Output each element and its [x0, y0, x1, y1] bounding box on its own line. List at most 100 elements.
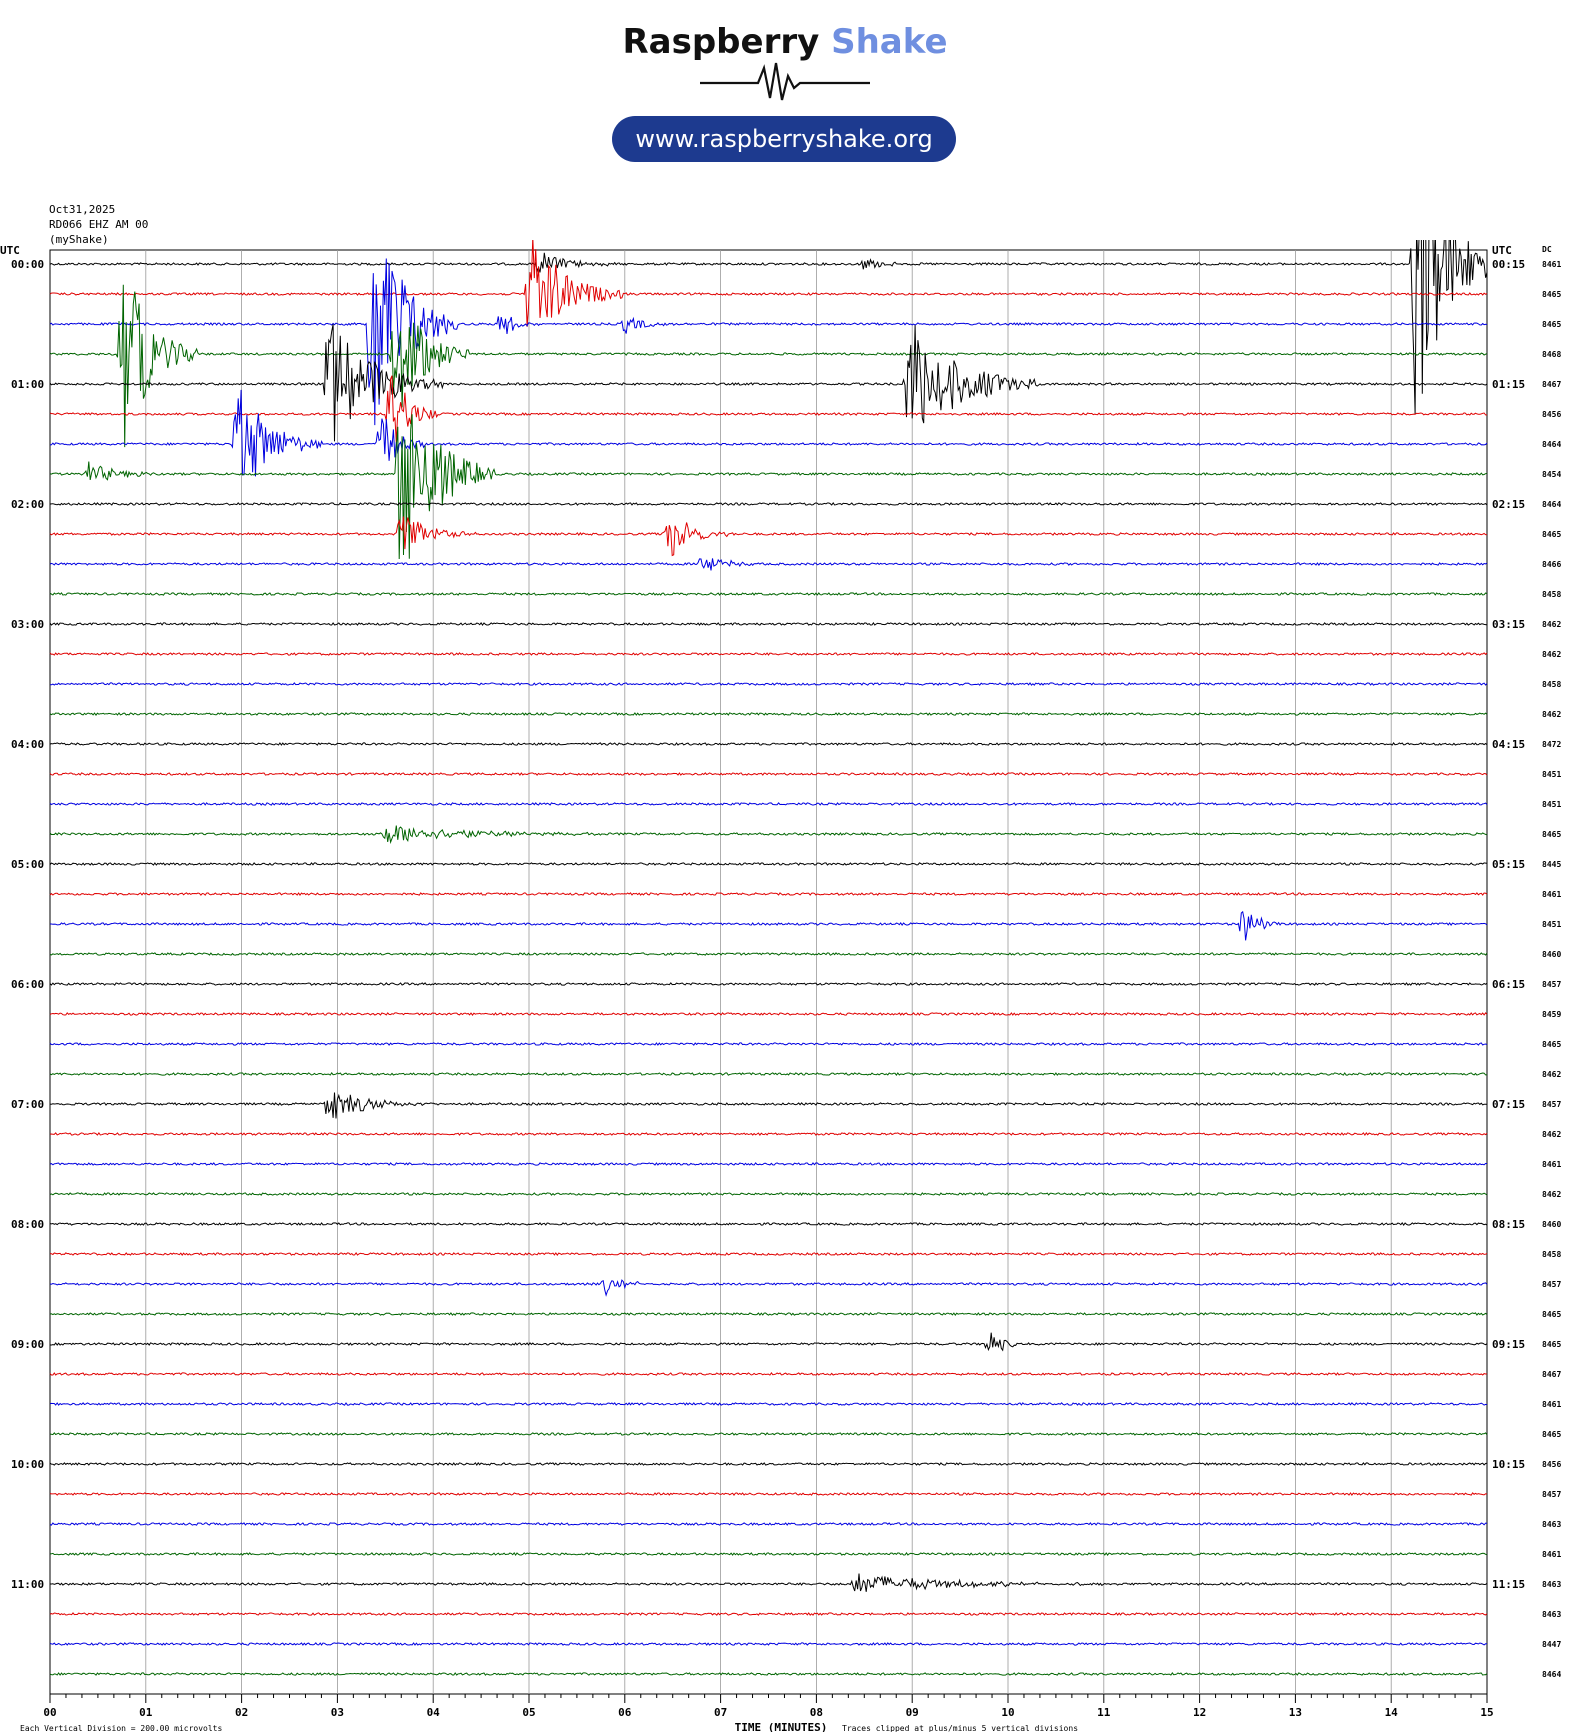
dc-value: 8468 — [1542, 350, 1561, 359]
dc-value: 8461 — [1542, 1160, 1561, 1169]
dc-value: 8458 — [1542, 1250, 1561, 1259]
x-tick-label: 13 — [1289, 1706, 1302, 1719]
dc-value: 8465 — [1542, 290, 1561, 299]
website-link[interactable]: www.raspberryshake.org — [612, 116, 956, 162]
trace-line-45 — [49, 1612, 1488, 1616]
dc-value: 8445 — [1542, 860, 1561, 869]
trace-line-40 — [49, 1462, 1488, 1467]
dc-value: 8467 — [1542, 380, 1561, 389]
trace-line-7 — [49, 414, 1488, 560]
trace-line-43 — [49, 1552, 1488, 1557]
dc-value: 8463 — [1542, 1610, 1561, 1619]
trace-line-27 — [49, 1072, 1487, 1076]
trace-line-3 — [49, 284, 1488, 448]
trace-line-5 — [49, 375, 1488, 443]
hour-label-right: 07:15 — [1492, 1098, 1525, 1111]
trace-line-15 — [49, 712, 1488, 716]
trace-line-34 — [49, 1279, 1488, 1297]
dc-value: 8462 — [1542, 710, 1561, 719]
hour-label-right: 01:15 — [1492, 378, 1525, 391]
hour-label-right: 06:15 — [1492, 978, 1525, 991]
dc-value: 8463 — [1542, 1580, 1561, 1589]
hour-label-left: 11:00 — [11, 1578, 44, 1591]
dc-value: 8460 — [1542, 1220, 1561, 1229]
dc-value: 8451 — [1542, 800, 1561, 809]
dc-value: 8456 — [1542, 410, 1561, 419]
dc-value: 8447 — [1542, 1640, 1561, 1649]
dc-value: 8462 — [1542, 1070, 1561, 1079]
clip-note: Traces clipped at plus/minus 5 vertical … — [842, 1724, 1078, 1732]
hour-label-left: 03:00 — [11, 618, 44, 631]
trace-line-22 — [50, 910, 1488, 941]
dc-value: 8462 — [1542, 1190, 1561, 1199]
hour-label-left: 09:00 — [11, 1338, 44, 1351]
trace-line-41 — [49, 1492, 1488, 1496]
trace-line-13 — [49, 652, 1488, 656]
hour-label-right: 05:15 — [1492, 858, 1525, 871]
dc-value: 8464 — [1542, 500, 1561, 509]
x-tick-label: 06 — [618, 1706, 632, 1719]
x-tick-label: 10 — [1001, 1706, 1014, 1719]
hour-label-right: 00:15 — [1492, 258, 1525, 271]
brand-header: Raspberry Shake www.raspberryshake.org — [0, 0, 1570, 175]
dc-value: 8457 — [1542, 980, 1561, 989]
dc-value: 8464 — [1542, 1670, 1561, 1679]
scale-note: Each Vertical Division = 200.00 microvol… — [20, 1724, 222, 1732]
trace-line-39 — [49, 1432, 1488, 1436]
trace-line-33 — [49, 1252, 1488, 1256]
dc-value: 8457 — [1542, 1490, 1561, 1499]
hour-label-right: 02:15 — [1492, 498, 1525, 511]
x-tick-label: 04 — [427, 1706, 441, 1719]
trace-line-16 — [49, 742, 1488, 746]
hour-label-left: 00:00 — [11, 258, 44, 271]
trace-line-44 — [50, 1573, 1488, 1592]
station-network: (myShake) — [49, 233, 109, 246]
trace-line-9 — [49, 516, 1488, 557]
x-tick-label: 14 — [1385, 1706, 1399, 1719]
x-tick-label: 01 — [139, 1706, 153, 1719]
hour-label-right: 10:15 — [1492, 1458, 1525, 1471]
right-axis-header: UTC — [1492, 244, 1512, 257]
hour-label-left: 01:00 — [11, 378, 44, 391]
trace-line-17 — [49, 772, 1488, 776]
x-tick-label: 09 — [906, 1706, 919, 1719]
trace-line-6 — [49, 389, 1488, 477]
trace-line-25 — [49, 1012, 1488, 1016]
trace-line-12 — [49, 622, 1488, 626]
trace-line-47 — [49, 1672, 1488, 1676]
hour-label-left: 05:00 — [11, 858, 44, 871]
trace-line-37 — [49, 1372, 1487, 1376]
dc-value: 8465 — [1542, 530, 1561, 539]
trace-line-2 — [49, 258, 1488, 426]
trace-line-10 — [49, 558, 1488, 571]
brand-logo: Raspberry Shake — [622, 22, 948, 62]
dc-value: 8462 — [1542, 1130, 1561, 1139]
station-date: Oct31,2025 — [49, 203, 116, 216]
trace-line-11 — [49, 592, 1488, 596]
hour-label-right: 04:15 — [1492, 738, 1525, 751]
dc-value: 8461 — [1542, 890, 1561, 899]
hour-label-right: 03:15 — [1492, 618, 1525, 631]
dc-value: 8461 — [1542, 1400, 1561, 1409]
station-channel: RD066 EHZ AM 00 — [49, 218, 149, 231]
hour-label-left: 02:00 — [11, 498, 44, 511]
dc-value: 8464 — [1542, 440, 1561, 449]
trace-line-35 — [49, 1312, 1488, 1316]
trace-line-31 — [49, 1192, 1488, 1196]
dc-value: 8451 — [1542, 920, 1561, 929]
trace-line-8 — [49, 502, 1488, 506]
dc-value: 8462 — [1542, 620, 1561, 629]
left-axis-header: UTC — [0, 244, 20, 257]
dc-value: 8465 — [1542, 320, 1561, 329]
dc-value: 8463 — [1542, 1520, 1561, 1529]
hour-label-right: 11:15 — [1492, 1578, 1525, 1591]
dc-value: 8461 — [1542, 1550, 1561, 1559]
dc-value: 8472 — [1542, 740, 1561, 749]
trace-line-26 — [49, 1042, 1488, 1046]
trace-line-32 — [49, 1222, 1488, 1226]
dc-value: 8458 — [1542, 680, 1561, 689]
dc-value: 8465 — [1542, 1040, 1561, 1049]
dc-value: 8467 — [1542, 1370, 1561, 1379]
helicorder-chart: UTC UTC DC 8461 00:00 00:15 8465 8465 8468 8467 01… — [0, 240, 1561, 1732]
x-tick-label: 08 — [810, 1706, 823, 1719]
